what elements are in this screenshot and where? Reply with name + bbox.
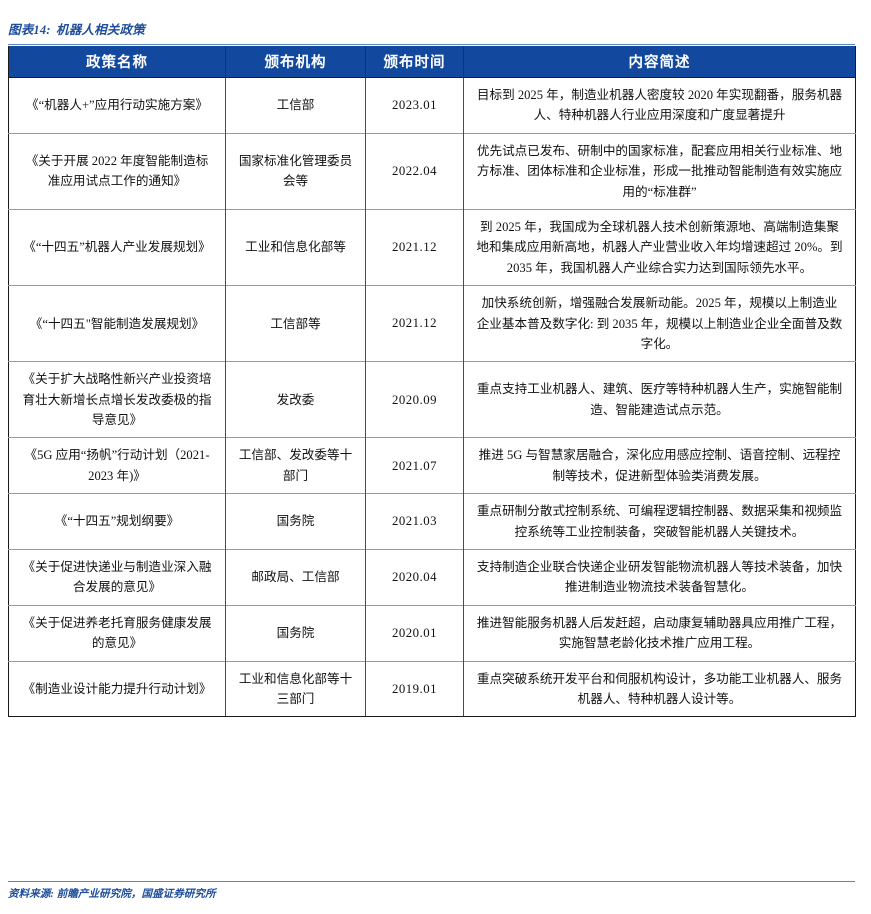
issuing-org-cell: 发改委 [225, 361, 366, 438]
issue-date-cell: 2021.12 [365, 285, 464, 362]
table-row: 《“十四五"智能制造发展规划》 工信部等 2021.12 加快系统创新，增强融合发展新… [8, 285, 856, 362]
issue-date-cell: 2020.01 [365, 604, 464, 662]
source-note: 资料来源: 前瞻产业研究院，国盛证券研究所 [8, 886, 216, 901]
issue-date-cell: 2021.03 [365, 493, 464, 550]
table-row: 《“机器人+”应用行动实施方案》 工信部 2023.01 目标到 2025 年，制造业… [8, 77, 856, 134]
source-rule [8, 881, 855, 882]
table-row: 《5G 应用“扬帆”行动计划（2021-2023 年)》 工信部、发改委等十部门 2… [8, 437, 856, 494]
summary-cell: 到 2025 年，我国成为全球机器人技术创新策源地、高端制造集聚地和集成应用新高… [463, 208, 856, 286]
table-top-rule [8, 44, 855, 45]
issue-date-cell: 2019.01 [365, 660, 464, 718]
issue-date-cell: 2023.01 [365, 77, 464, 134]
column-header-policy-name: 政策名称 [8, 46, 226, 78]
policy-name-cell: 《5G 应用“扬帆”行动计划（2021-2023 年)》 [8, 437, 226, 494]
policy-name-cell: 《“十四五"智能制造发展规划》 [8, 285, 226, 362]
column-header-issuing-org: 颁布机构 [225, 46, 366, 78]
issuing-org-cell: 邮政局、工信部 [225, 549, 366, 606]
figure-caption-title: 机器人相关政策 [56, 23, 145, 37]
table-header-row: 政策名称 颁布机构 颁布时间 内容简述 [8, 46, 856, 78]
table-header: 政策名称 颁布机构 颁布时间 内容简述 [8, 46, 856, 78]
summary-cell: 重点突破系统开发平台和伺服机构设计，多功能工业机器人、服务机器人、特种机器人设计… [463, 660, 856, 718]
issuing-org-cell: 工业和信息化部等 [225, 208, 366, 286]
policy-name-cell: 《关于开展 2022 年度智能制造标准应用试点工作的通知》 [8, 132, 226, 210]
column-header-issue-date: 颁布时间 [365, 46, 464, 78]
summary-cell: 重点支持工业机器人、建筑、医疗等特种机器人生产，实施智能制造、智能建造试点示范。 [463, 361, 856, 438]
summary-cell: 重点研制分散式控制系统、可编程逻辑控制器、数据采集和视频监控系统等工业控制装备，… [463, 493, 856, 550]
column-header-summary: 内容简述 [463, 46, 856, 78]
table-row: 《制造业设计能力提升行动计划》 工业和信息化部等十三部门 2019.01 重点突破系统… [8, 660, 856, 718]
source-text: 前瞻产业研究院，国盛证券研究所 [56, 889, 216, 900]
summary-cell: 推进 5G 与智慧家居融合，深化应用感应控制、语音控制、远程控制等技术，促进新型… [463, 437, 856, 494]
summary-cell: 支持制造企业联合快递企业研发智能物流机器人等技术装备，加快推进制造业物流技术装备… [463, 549, 856, 606]
policy-name-cell: 《“十四五”机器人产业发展规划》 [8, 208, 226, 286]
source-label: 资料来源: [8, 889, 54, 900]
issue-date-cell: 2021.07 [365, 437, 464, 494]
issuing-org-cell: 工信部、发改委等十部门 [225, 437, 366, 494]
figure-caption-number: 图表14: [8, 23, 51, 37]
issuing-org-cell: 工业和信息化部等十三部门 [225, 660, 366, 718]
table-body: 《“机器人+”应用行动实施方案》 工信部 2023.01 目标到 2025 年，制造业… [8, 77, 856, 718]
issue-date-cell: 2021.12 [365, 208, 464, 286]
table-row: 《关于扩大战略性新兴产业投资培育壮大新增长点增长发改委极的指导意见》 发改委 202… [8, 361, 856, 438]
policy-table: 政策名称 颁布机构 颁布时间 内容简述 《“机器人+”应用行动实施方案》 工信部 2… [8, 46, 856, 718]
policy-name-cell: 《“机器人+”应用行动实施方案》 [8, 77, 226, 134]
summary-cell: 加快系统创新，增强融合发展新动能。2025 年，规模以上制造业企业基本普及数字化… [463, 285, 856, 362]
table-row: 《关于促进快递业与制造业深入融合发展的意见》 邮政局、工信部 2020.04 支持制造… [8, 549, 856, 606]
issuing-org-cell: 工信部 [225, 77, 366, 134]
table-row: 《“十四五”规划纲要》 国务院 2021.03 重点研制分散式控制系统、可编程逻辑控制… [8, 493, 856, 550]
policy-name-cell: 《“十四五”规划纲要》 [8, 493, 226, 550]
policy-name-cell: 《关于促进快递业与制造业深入融合发展的意见》 [8, 549, 226, 606]
issuing-org-cell: 国务院 [225, 604, 366, 662]
table-row: 《关于开展 2022 年度智能制造标准应用试点工作的通知》 国家标准化管理委员会等… [8, 132, 856, 210]
issue-date-cell: 2020.09 [365, 361, 464, 438]
issuing-org-cell: 工信部等 [225, 285, 366, 362]
issuing-org-cell: 国家标准化管理委员会等 [225, 132, 366, 210]
summary-cell: 优先试点已发布、研制中的国家标准，配套应用相关行业标准、地方标准、团体标准和企业… [463, 132, 856, 210]
policy-name-cell: 《关于扩大战略性新兴产业投资培育壮大新增长点增长发改委极的指导意见》 [8, 361, 226, 438]
issue-date-cell: 2022.04 [365, 132, 464, 210]
policy-table-container: 政策名称 颁布机构 颁布时间 内容简述 《“机器人+”应用行动实施方案》 工信部 2… [8, 46, 856, 718]
policy-name-cell: 《关于促进养老托育服务健康发展的意见》 [8, 604, 226, 662]
figure-caption: 图表14: 机器人相关政策 [8, 19, 145, 38]
summary-cell: 目标到 2025 年，制造业机器人密度较 2020 年实现翻番，服务机器人、特种… [463, 77, 856, 134]
table-row: 《“十四五”机器人产业发展规划》 工业和信息化部等 2021.12 到 2025 年，… [8, 208, 856, 286]
issue-date-cell: 2020.04 [365, 549, 464, 606]
table-row: 《关于促进养老托育服务健康发展的意见》 国务院 2020.01 推进智能服务机器人后发… [8, 604, 856, 662]
summary-cell: 推进智能服务机器人后发赶超，启动康复辅助器具应用推广工程，实施智慧老龄化技术推广… [463, 604, 856, 662]
policy-name-cell: 《制造业设计能力提升行动计划》 [8, 660, 226, 718]
issuing-org-cell: 国务院 [225, 493, 366, 550]
